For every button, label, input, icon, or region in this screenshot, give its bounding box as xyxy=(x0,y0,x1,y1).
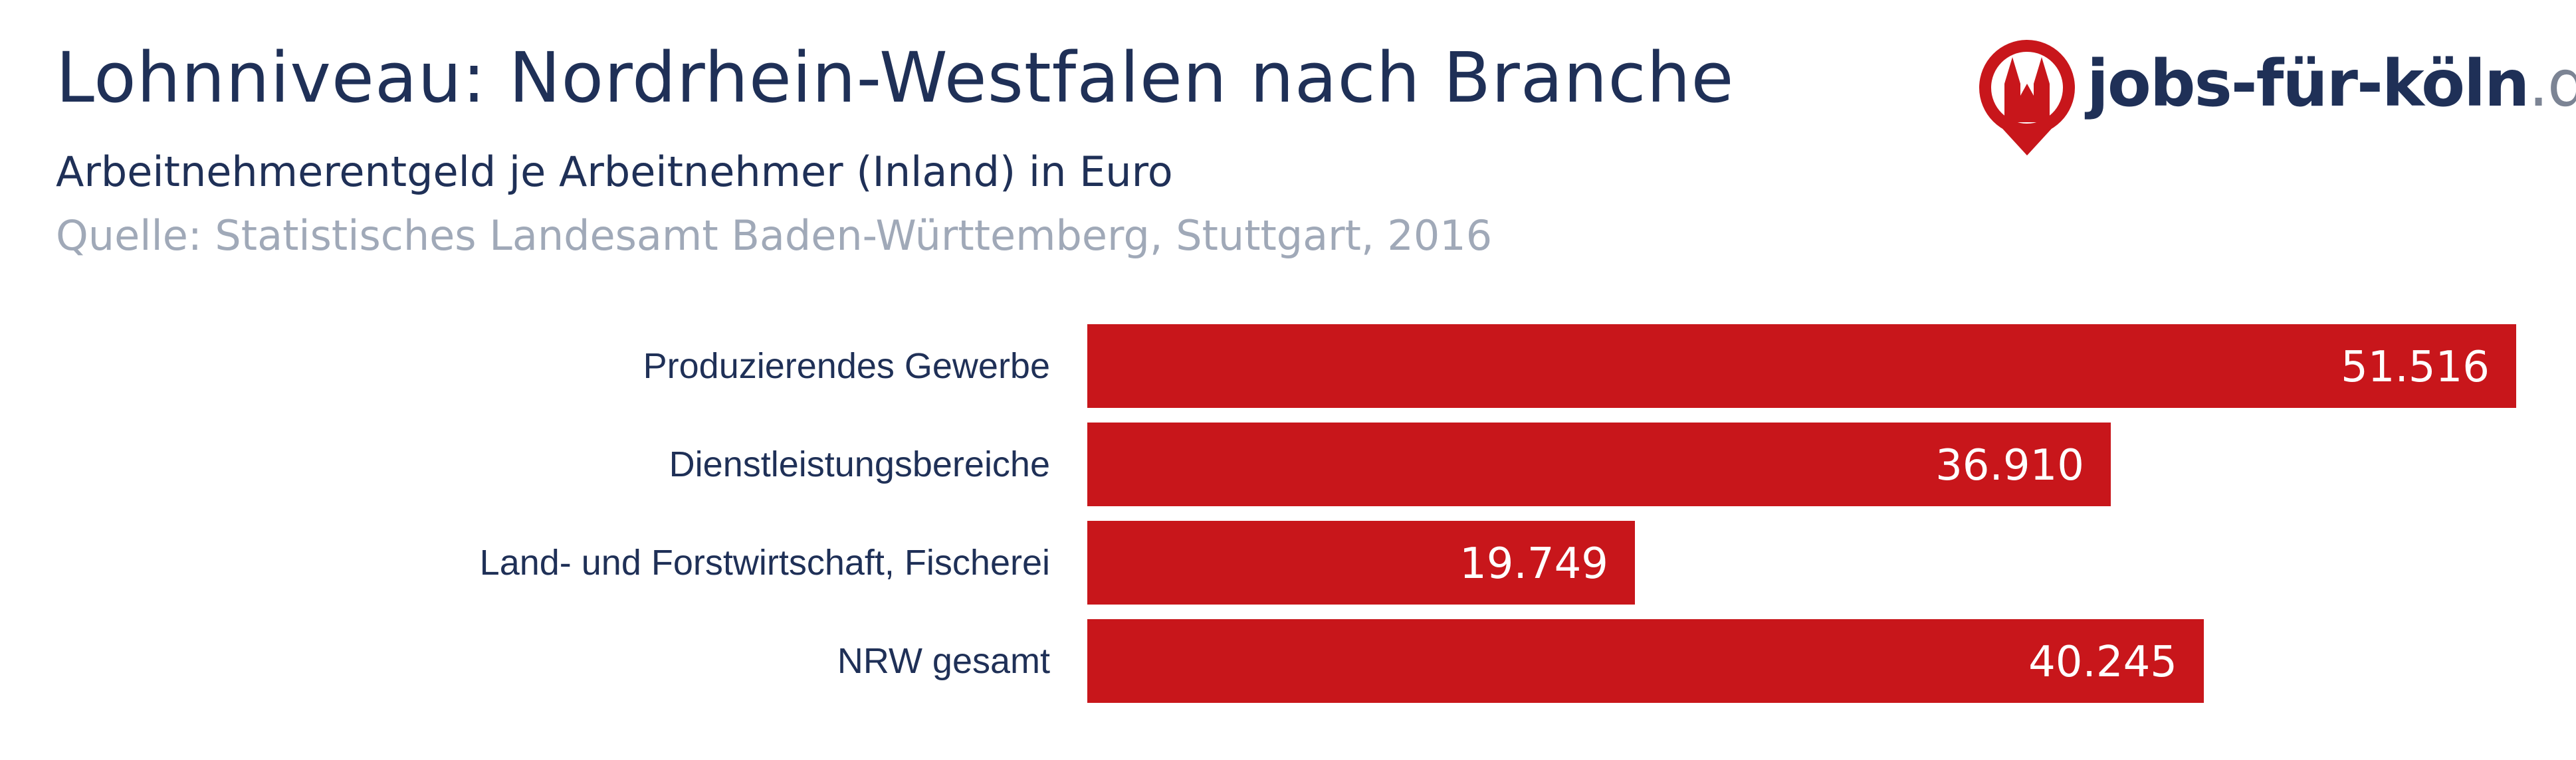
chart-title: Lohnniveau: Nordrhein-Westfalen nach Bra… xyxy=(56,37,1735,118)
logo-tld: .de xyxy=(2528,47,2576,121)
value-label-3: 19.749 xyxy=(1459,539,1608,589)
bar-2 xyxy=(1087,423,2111,506)
category-label-2: Dienstleistungsbereiche xyxy=(669,444,1050,484)
bar-1 xyxy=(1087,324,2516,408)
category-label-3: Land- und Forstwirtschaft, Fischerei xyxy=(480,543,1050,583)
logo: jobs-für-köln.de xyxy=(1974,37,2576,163)
value-label-4: 40.245 xyxy=(2028,638,2177,687)
cathedral-pin-icon xyxy=(1979,40,2075,155)
category-label-1: Produzierendes Gewerbe xyxy=(643,346,1050,386)
chart-source: Quelle: Statistisches Landesamt Baden-Wü… xyxy=(56,211,1493,260)
logo-text: jobs-für-köln.de xyxy=(2087,52,2576,116)
logo-name: jobs-für-köln xyxy=(2087,47,2529,121)
bar-4 xyxy=(1087,619,2204,703)
bar-3 xyxy=(1087,521,1635,605)
value-label-1: 51.516 xyxy=(2341,343,2490,392)
value-label-2: 36.910 xyxy=(1935,441,2084,490)
category-label-4: NRW gesamt xyxy=(837,641,1050,681)
chart-subtitle: Arbeitnehmerentgeld je Arbeitnehmer (Inl… xyxy=(56,147,1173,196)
